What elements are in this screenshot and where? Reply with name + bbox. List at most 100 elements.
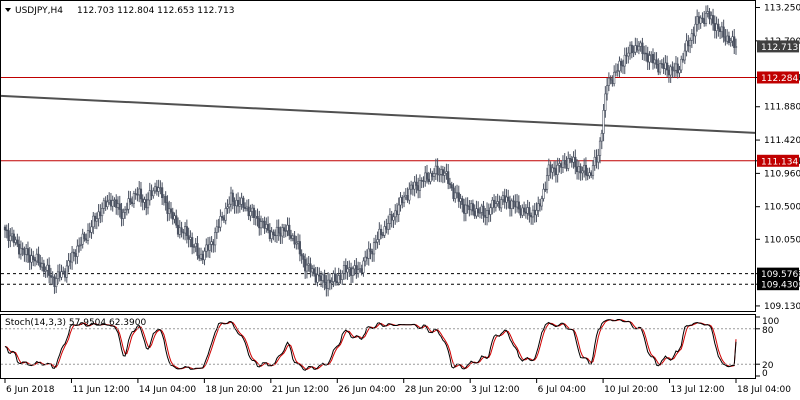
candle-body-bull [540,198,543,207]
candle [185,219,188,244]
candle-body-bear [309,263,312,273]
candle [464,197,467,222]
candle-body-bull [127,198,130,210]
candle [733,28,736,55]
candle-body-bull [146,199,150,209]
candle-body-bear [666,62,669,71]
candle-body-bear [23,249,26,255]
candle-body-bull [688,39,692,47]
candle-body-bear [16,239,19,245]
candle [7,223,10,248]
candle [9,228,12,248]
candle-body-bull [194,243,197,247]
candle-body-bear [3,226,7,231]
candle-body-bull [618,60,621,72]
candle [507,189,510,209]
candle [78,237,81,253]
candle-body-bull [706,11,709,14]
candle [369,243,372,260]
candle [374,234,377,250]
candle-body-bull [307,263,310,266]
stoch-axis-max: 100 [762,317,779,327]
candle-body-bull [378,228,381,240]
candle [252,204,256,225]
candle-body-bull [143,199,146,203]
candle-body-bull [162,196,166,198]
candle-body-bull [203,250,206,261]
candle-body-bull [245,206,249,209]
candle-body-bull [510,200,513,209]
candle [302,253,305,268]
candle-body-bear [175,215,178,226]
candle-body-bull [494,203,497,208]
stochastic-main-line [4,319,737,371]
candle [76,239,79,264]
candle-body-bear [196,243,199,256]
candle-body-bear [641,42,644,54]
candle [72,248,75,262]
candle-body-bull [432,173,436,177]
candle [471,199,475,216]
candle [544,181,547,193]
candle [609,75,612,85]
candle-body-bear [457,192,460,202]
candle-body-bull [30,255,33,263]
candle-body-bear [651,54,655,64]
candle-body-bull [265,224,268,229]
candle [651,48,655,70]
candle-body-bull [399,197,402,206]
candle [364,250,367,267]
candle [623,47,626,75]
candle [637,41,640,55]
candle [627,46,630,64]
candle-body-bull [597,155,600,163]
candle-body-bear [360,268,363,273]
candle [607,72,610,92]
candle-body-bear [247,206,250,217]
candle-body-bear [58,271,61,278]
candle [219,209,222,232]
candle-body-bull [376,239,379,243]
candle-body-bull [148,190,151,201]
candle-body-bull [67,260,70,267]
candle-body-bear [590,172,593,176]
current-price-tag-bg [757,40,799,53]
candle-body-bear [242,197,245,208]
candle [288,217,291,240]
candle [90,220,93,239]
candle-body-bear [53,276,56,287]
candle-body-bear [325,282,328,289]
candle-body-bull [577,166,580,173]
candle-body-bull [51,276,54,278]
candle-body-bull [678,69,681,74]
candle-body-bull [628,44,632,54]
candle-body-bear [636,45,639,51]
candle [606,77,609,101]
candle-body-bull [224,208,227,221]
candle [630,41,633,59]
candle [729,37,732,47]
candle-body-bear [268,230,271,239]
candle-body-bull [613,72,616,84]
candle-body-bear [427,178,430,182]
candle [118,195,121,218]
dropdown-triangle-icon[interactable] [5,8,11,12]
candle-body-bull [658,63,662,73]
candle-body-bull [364,256,367,262]
candle [111,195,114,212]
candle [238,196,241,213]
candle-body-bear [477,208,480,214]
candle-body-bull [602,110,605,134]
candle-body-bear [339,275,342,280]
candle [21,242,24,257]
candle [579,163,582,181]
candle-body-bull [434,165,437,174]
candle-body-bear [523,207,526,213]
candle-body-bear [644,52,648,55]
candle [132,190,135,208]
candle [540,195,543,211]
candle-body-bull [674,63,678,71]
candle-body-bull [178,227,181,235]
candle-body-bull [97,211,100,219]
